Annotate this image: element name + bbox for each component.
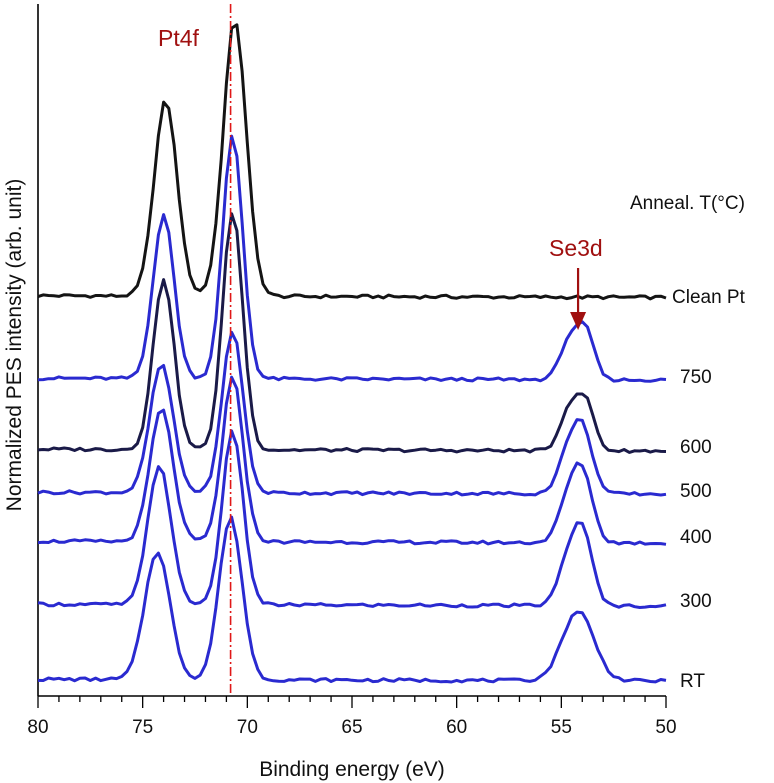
series-line-clean-pt (37, 23, 667, 301)
se3d-label: Se3d (549, 235, 603, 261)
x-tick-label: 75 (132, 717, 153, 738)
x-axis-title: Binding energy (eV) (259, 758, 445, 781)
x-tick-label: 60 (446, 717, 467, 738)
series-line-rt (37, 515, 667, 684)
x-axis-ticks (37, 696, 667, 708)
se3d-arrow (570, 268, 587, 330)
series-line-500 (37, 330, 667, 497)
series-label-rt: RT (680, 671, 705, 692)
se3d-arrow-head (570, 312, 587, 330)
series-labels: Clean Pt 750 600 500 400 300 RT (672, 287, 746, 692)
series-label-clean-pt: Clean Pt (672, 287, 746, 308)
series-label-750: 750 (680, 367, 712, 388)
legend-title: Anneal. T(°C) (630, 193, 745, 214)
x-tick-label: 80 (27, 717, 48, 738)
series-label-300: 300 (680, 591, 712, 612)
series-lines (37, 23, 667, 684)
series-line-300 (37, 429, 667, 609)
series-line-750 (37, 134, 667, 383)
y-axis-title: Normalized PES intensity (arb. unit) (3, 179, 26, 512)
series-line-400 (37, 375, 667, 546)
series-line-600 (37, 212, 667, 454)
x-tick-label: 65 (341, 717, 362, 738)
pt4f-label: Pt4f (158, 25, 200, 51)
series-label-600: 600 (680, 437, 712, 458)
x-tick-label: 55 (551, 717, 572, 738)
x-axis-tick-labels: 80 75 70 65 60 55 50 (27, 717, 676, 738)
x-tick-label: 70 (237, 717, 258, 738)
series-label-500: 500 (680, 481, 712, 502)
x-tick-label: 50 (655, 717, 676, 738)
series-label-400: 400 (680, 527, 712, 548)
